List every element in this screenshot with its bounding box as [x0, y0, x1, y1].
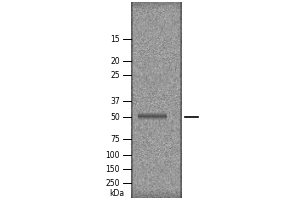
- Text: 25: 25: [110, 71, 120, 79]
- Text: 75: 75: [110, 134, 120, 144]
- Text: 37: 37: [110, 97, 120, 106]
- Text: kDa: kDa: [110, 188, 124, 198]
- Text: 20: 20: [110, 56, 120, 66]
- Text: 15: 15: [110, 34, 120, 44]
- Text: 50: 50: [110, 112, 120, 121]
- Text: 150: 150: [106, 164, 120, 173]
- Text: 250: 250: [106, 178, 120, 188]
- Text: 100: 100: [106, 150, 120, 160]
